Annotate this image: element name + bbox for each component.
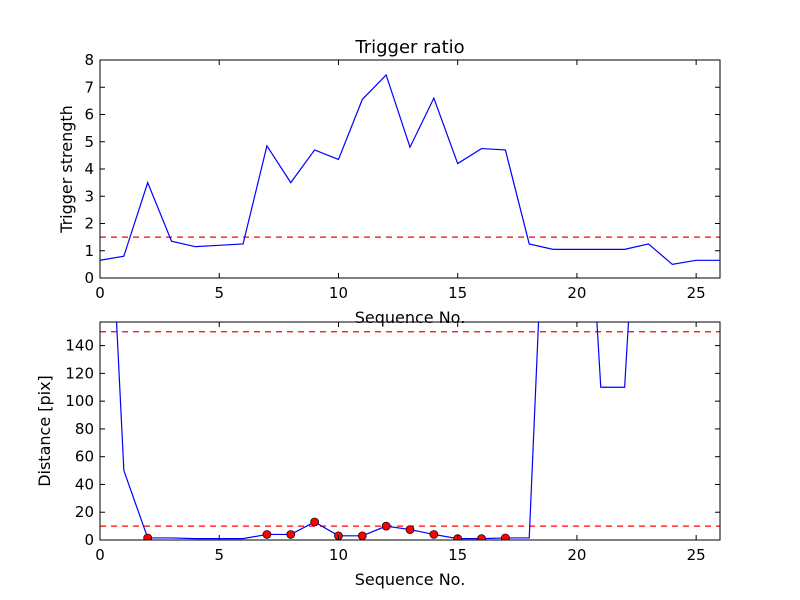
y-tick-label: 100 [65, 392, 94, 410]
y-axis-label: Distance [pix] [35, 375, 54, 487]
data-point [501, 533, 510, 540]
y-tick-label: 20 [75, 503, 94, 521]
y-tick-label: 80 [75, 420, 94, 438]
x-tick-label: 0 [95, 546, 105, 564]
distance-axes-frame [99, 321, 721, 541]
trigger-ratio-x-ticks: 0 5 10 15 20 25 [95, 60, 706, 302]
x-tick-label: 20 [567, 546, 586, 564]
y-axis-label: Trigger strength [57, 105, 76, 234]
series-line [100, 73, 720, 266]
y-tick-label: 140 [65, 337, 94, 355]
trigger-ratio-panel: Trigger ratio 0 5 10 15 20 25 0 1 2 3 4 5 6 7 8 Seque… [57, 37, 721, 327]
y-tick-label: 1 [84, 242, 94, 260]
y-tick-label: 8 [84, 51, 94, 69]
data-point [310, 517, 319, 527]
data-point [429, 530, 439, 539]
y-tick-label: 4 [84, 160, 94, 178]
clipped-marks [100, 322, 720, 540]
data-point [286, 530, 296, 539]
x-tick-label: 10 [329, 546, 348, 564]
x-tick-label: 5 [214, 284, 224, 302]
y-tick-label: 7 [84, 78, 94, 96]
x-tick-label: 15 [448, 546, 467, 564]
y-tick-label: 120 [65, 364, 94, 382]
y-tick-label: 5 [84, 133, 94, 151]
x-axis-label: Sequence No. [355, 308, 466, 327]
distance-x-ticks: 0 5 10 15 20 25 [95, 322, 706, 564]
data-point [143, 533, 153, 540]
x-tick-label: 15 [448, 284, 467, 302]
trigger-ratio-plot-area [100, 73, 720, 266]
distance-plot-area [100, 322, 720, 540]
trigger-ratio-y-ticks: 0 1 2 3 4 5 6 7 8 [84, 51, 720, 287]
x-tick-label: 20 [567, 284, 586, 302]
clipped-marks [100, 73, 720, 266]
data-point [405, 525, 415, 534]
x-tick-label: 25 [687, 284, 706, 302]
chart-title: Trigger ratio [354, 37, 464, 58]
y-tick-label: 0 [84, 531, 94, 549]
data-point [357, 531, 367, 540]
x-tick-label: 0 [95, 284, 105, 302]
x-tick-label: 25 [687, 546, 706, 564]
x-tick-label: 10 [329, 284, 348, 302]
y-tick-label: 0 [84, 269, 94, 287]
data-point [477, 534, 486, 540]
y-tick-label: 40 [75, 475, 94, 493]
distance-y-ticks: 0 20 40 60 80 100 120 140 [65, 337, 720, 549]
x-tick-label: 5 [214, 546, 224, 564]
data-point [262, 530, 272, 539]
distance-panel: 0 5 10 15 20 25 0 20 40 60 80 100 120 140 Sequence N… [35, 321, 721, 589]
x-axis-label: Sequence No. [355, 570, 466, 589]
y-tick-label: 2 [84, 215, 94, 233]
y-tick-label: 60 [75, 448, 94, 466]
data-point [381, 521, 391, 531]
y-tick-label: 3 [84, 187, 94, 205]
y-tick-label: 6 [84, 106, 94, 124]
